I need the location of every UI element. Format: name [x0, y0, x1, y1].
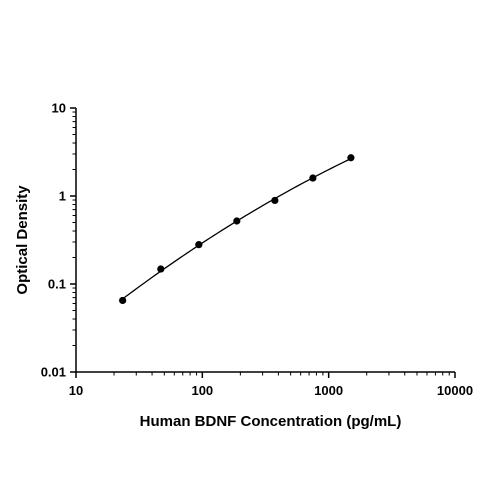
data-point [309, 174, 317, 182]
y-tick-label: 0.01 [41, 365, 66, 380]
y-axis-label: Optical Density [14, 185, 31, 295]
data-point [157, 265, 165, 273]
data-point [347, 154, 355, 162]
data-point [271, 196, 279, 205]
axes-group [75, 108, 455, 373]
y-tick-label: 10 [52, 101, 66, 116]
y-tick-label: 1 [59, 189, 66, 204]
fit-curve-group [122, 158, 352, 300]
y-tick-label: 0.1 [48, 277, 66, 292]
data-points-group [119, 154, 355, 305]
data-point [233, 217, 241, 225]
x-axis-label: Human BDNF Concentration (pg/mL) [140, 413, 402, 430]
x-tick-label: 100 [191, 383, 213, 398]
x-tick-label: 1000 [314, 383, 343, 398]
data-point [119, 296, 127, 305]
fit-curve [122, 158, 352, 300]
x-tick-label: 10 [69, 383, 83, 398]
x-tick-label: 10000 [437, 383, 473, 398]
data-point [195, 241, 203, 249]
ticks-group: 10 100 1000 10000 0.01 0.1 1 10 [41, 101, 473, 399]
